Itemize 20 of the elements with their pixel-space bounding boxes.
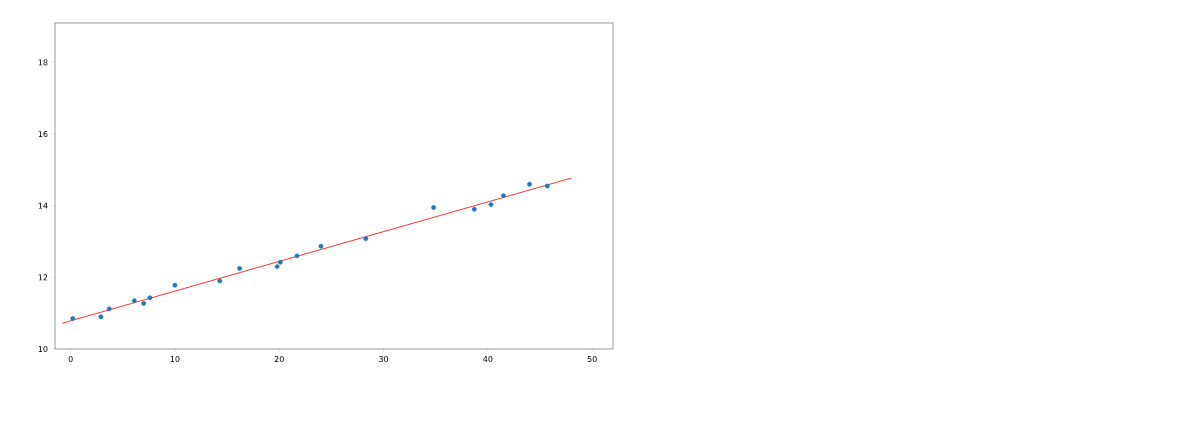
point	[131, 298, 137, 304]
point	[527, 181, 532, 187]
point	[501, 193, 506, 199]
point	[363, 236, 369, 242]
point	[98, 314, 104, 320]
point	[431, 205, 437, 210]
point	[70, 316, 76, 321]
point	[141, 301, 147, 306]
point	[318, 243, 324, 249]
point	[217, 278, 223, 284]
point	[237, 265, 243, 271]
point	[106, 306, 112, 312]
point	[471, 206, 477, 212]
point	[274, 264, 280, 269]
point	[488, 202, 494, 208]
point	[172, 282, 178, 288]
point	[147, 295, 153, 301]
point	[294, 253, 300, 259]
point	[277, 259, 283, 265]
point	[544, 183, 550, 189]
